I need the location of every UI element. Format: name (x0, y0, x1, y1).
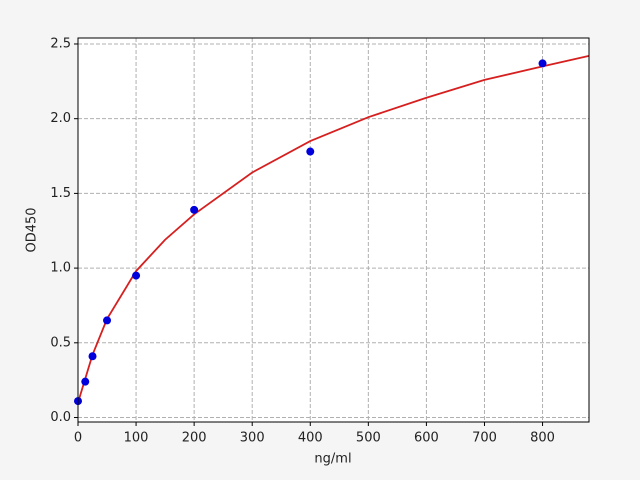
data-point (81, 377, 90, 386)
y-axis-label: OD450 (25, 207, 40, 252)
x-tick-label: 500 (356, 431, 381, 446)
data-point (132, 271, 141, 280)
x-tick-label: 100 (124, 431, 149, 446)
y-tick-label: 0.0 (50, 410, 71, 425)
data-point (88, 352, 97, 361)
x-tick-label: 0 (74, 431, 82, 446)
y-tick-label: 1.0 (50, 261, 71, 276)
data-point (103, 316, 112, 325)
plot-area (78, 38, 589, 422)
data-point (538, 59, 547, 68)
x-tick-label: 600 (414, 431, 439, 446)
data-point (190, 205, 199, 214)
data-point (306, 147, 315, 156)
x-tick-label: 300 (240, 431, 265, 446)
y-tick-label: 2.0 (50, 111, 71, 126)
y-tick-label: 2.5 (50, 36, 71, 51)
x-axis-label: ng/ml (314, 452, 351, 467)
x-tick-label: 400 (298, 431, 323, 446)
axes-frame (77, 37, 590, 423)
y-tick-label: 1.5 (50, 186, 71, 201)
x-tick-label: 800 (530, 431, 555, 446)
x-tick-label: 700 (472, 431, 497, 446)
x-tick-label: 200 (182, 431, 207, 446)
y-tick-label: 0.5 (50, 335, 71, 350)
